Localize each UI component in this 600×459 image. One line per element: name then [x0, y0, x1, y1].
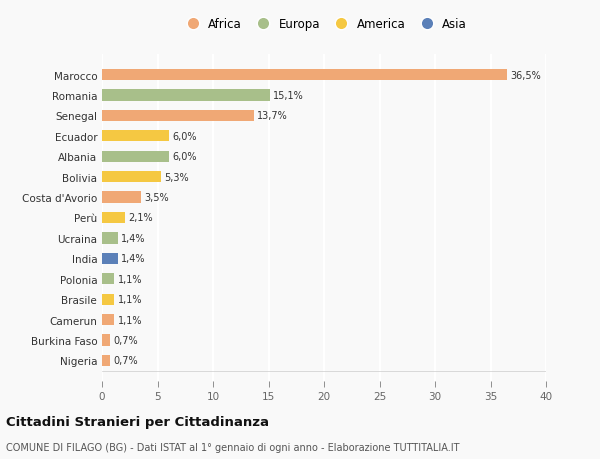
- Bar: [102, 294, 114, 305]
- Text: 6,0%: 6,0%: [172, 152, 196, 162]
- Text: 0,7%: 0,7%: [113, 335, 138, 345]
- Bar: [102, 90, 269, 101]
- Bar: [102, 151, 169, 162]
- Text: 1,4%: 1,4%: [121, 233, 145, 243]
- Text: 2,1%: 2,1%: [128, 213, 153, 223]
- Bar: [102, 111, 254, 122]
- Text: 1,1%: 1,1%: [118, 274, 142, 284]
- Bar: [102, 335, 110, 346]
- Bar: [102, 274, 114, 285]
- Bar: [102, 233, 118, 244]
- Text: 5,3%: 5,3%: [164, 172, 189, 182]
- Bar: [102, 355, 110, 366]
- Text: 6,0%: 6,0%: [172, 132, 196, 141]
- Text: 1,4%: 1,4%: [121, 254, 145, 264]
- Bar: [102, 314, 114, 325]
- Text: Cittadini Stranieri per Cittadinanza: Cittadini Stranieri per Cittadinanza: [6, 415, 269, 428]
- Text: 15,1%: 15,1%: [273, 91, 304, 101]
- Bar: [102, 131, 169, 142]
- Bar: [102, 172, 161, 183]
- Text: COMUNE DI FILAGO (BG) - Dati ISTAT al 1° gennaio di ogni anno - Elaborazione TUT: COMUNE DI FILAGO (BG) - Dati ISTAT al 1°…: [6, 442, 460, 452]
- Text: 3,5%: 3,5%: [144, 193, 169, 203]
- Bar: [102, 213, 125, 224]
- Text: 13,7%: 13,7%: [257, 111, 288, 121]
- Text: 1,1%: 1,1%: [118, 315, 142, 325]
- Text: 1,1%: 1,1%: [118, 295, 142, 304]
- Text: 0,7%: 0,7%: [113, 356, 138, 365]
- Bar: [102, 253, 118, 264]
- Legend: Africa, Europa, America, Asia: Africa, Europa, America, Asia: [179, 15, 469, 33]
- Bar: [102, 70, 507, 81]
- Bar: [102, 192, 141, 203]
- Text: 36,5%: 36,5%: [511, 71, 541, 80]
